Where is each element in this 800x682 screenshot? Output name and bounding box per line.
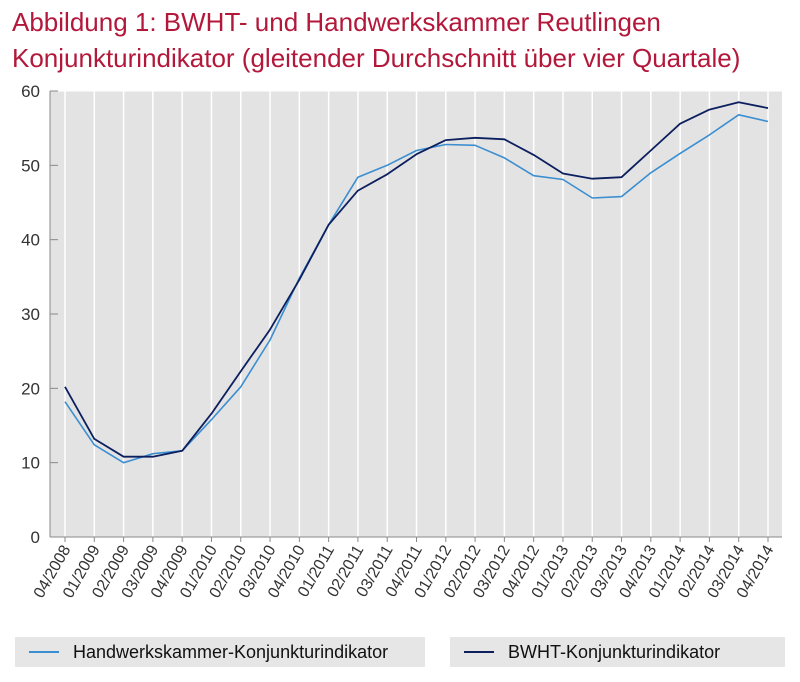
y-tick-label: 40 [21, 231, 40, 250]
y-tick-label: 60 [21, 82, 40, 101]
chart-title: Abbildung 1: BWHT- und Handwerkskammer R… [12, 4, 740, 76]
legend-item-hwk: Handwerkskammer-Konjunkturindikator [15, 637, 425, 667]
y-tick-label: 0 [31, 528, 40, 547]
series-line-bwht [64, 101, 769, 458]
chart-title-line-2: Konjunkturindikator (gleitender Durchsch… [12, 43, 741, 73]
line-chart: 010203040506004/200801/200902/200903/200… [21, 82, 782, 601]
legend-swatch-bwht [464, 651, 494, 653]
legend-label-bwht: BWHT-Konjunkturindikator [508, 641, 721, 662]
y-tick-label: 30 [21, 305, 40, 324]
y-tick-label: 50 [21, 156, 40, 175]
y-tick-label: 10 [21, 454, 40, 473]
legend-swatch-hwk [29, 651, 59, 653]
legend-label-hwk: Handwerkskammer-Konjunkturindikator [73, 641, 389, 662]
y-tick-label: 20 [21, 379, 40, 398]
chart-title-line-1: Abbildung 1: BWHT- und Handwerkskammer R… [12, 7, 661, 37]
legend-item-bwht: BWHT-Konjunkturindikator [450, 637, 785, 667]
